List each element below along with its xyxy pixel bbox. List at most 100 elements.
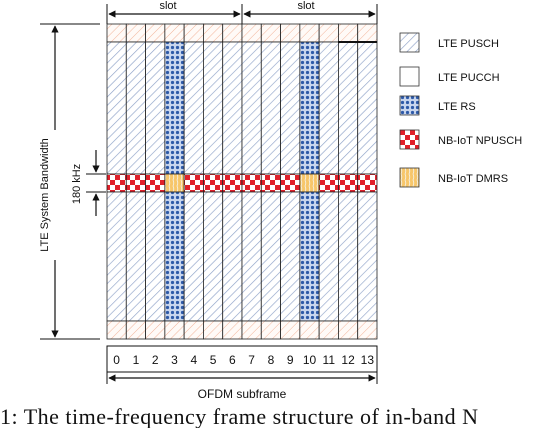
symbol-index: 1	[133, 353, 140, 367]
nb-bandwidth-annotation: 180 kHz	[71, 150, 106, 216]
symbol-index: 11	[323, 353, 336, 367]
rs-cell	[164, 191, 185, 322]
bandwidth-label: LTE System Bandwidth	[39, 138, 51, 252]
symbol-index: 13	[361, 353, 375, 367]
legend-item-pusch: LTE PUSCH	[399, 32, 499, 53]
legend-label-npusch: NB-IoT NPUSCH	[438, 135, 522, 147]
npusch-cell	[222, 173, 243, 193]
pucch-top-cell	[125, 23, 146, 43]
rs-cell	[299, 41, 320, 175]
legend-item-dmrs: NB-IoT DMRS	[399, 167, 508, 188]
legend-label-pucch: LTE PUCCH	[438, 72, 500, 84]
symbol-index: 5	[210, 353, 217, 367]
dmrs-cell	[164, 173, 185, 193]
pusch-cell	[280, 191, 301, 322]
legend-swatch-pusch	[399, 32, 420, 53]
npusch-cell	[280, 173, 301, 193]
pucch-bottom-cell	[164, 320, 185, 340]
pusch-cell	[222, 191, 243, 322]
npusch-cell	[357, 173, 378, 193]
symbol-index: 6	[229, 353, 236, 367]
npusch-cell	[241, 173, 262, 193]
legend-swatch-rs	[399, 95, 420, 116]
pusch-cell	[125, 41, 146, 175]
pusch-cell	[145, 41, 166, 175]
slot-label-2: slot	[297, 0, 314, 12]
pucch-bottom-cell	[203, 320, 224, 340]
pusch-cell	[145, 191, 166, 322]
legend-swatch-npusch	[399, 129, 420, 150]
pucch-bottom-cell	[357, 320, 378, 340]
pusch-cell	[106, 191, 127, 322]
pucch-top-cell	[222, 23, 243, 43]
pucch-top-cell	[318, 23, 339, 43]
pucch-bottom-cell	[318, 320, 339, 340]
pusch-cell	[357, 191, 378, 322]
pusch-cell	[183, 191, 204, 322]
pusch-cell	[222, 41, 243, 175]
legend-label-rs: LTE RS	[438, 101, 476, 113]
symbol-index: 4	[190, 353, 197, 367]
npusch-cell	[318, 173, 339, 193]
pucch-top-cell	[241, 23, 262, 43]
pusch-cell	[241, 41, 262, 175]
x-axis-label: OFDM subframe	[198, 387, 287, 401]
pusch-cell	[203, 191, 224, 322]
symbol-index: 0	[113, 353, 120, 367]
npusch-cell	[203, 173, 224, 193]
nb-bandwidth-label: 180 kHz	[71, 164, 83, 204]
npusch-cell	[183, 173, 204, 193]
symbol-index: 3	[171, 353, 178, 367]
symbol-index: 7	[248, 353, 255, 367]
pucch-top-cell	[106, 23, 127, 43]
pusch-cell	[241, 191, 262, 322]
legend-label-dmrs: NB-IoT DMRS	[438, 173, 508, 185]
legend-item-rs: LTE RS	[399, 95, 476, 116]
slot-label-1: slot	[159, 0, 176, 12]
pusch-cell	[357, 41, 378, 175]
bandwidth-annotation: LTE System Bandwidth	[39, 23, 100, 340]
pucch-bottom-cell	[145, 320, 166, 340]
npusch-cell	[106, 173, 127, 193]
pusch-cell	[203, 41, 224, 175]
pusch-cell	[280, 41, 301, 175]
npusch-cell	[260, 173, 281, 193]
dmrs-cell	[299, 173, 320, 193]
npusch-cell	[338, 173, 359, 193]
pucch-top-cell	[357, 23, 378, 43]
resource-grid	[106, 23, 378, 340]
pucch-bottom-cell	[338, 320, 359, 340]
pucch-bottom-cell	[106, 320, 127, 340]
legend: LTE PUSCH LTE PUCCH LTE RS NB-IoT NPUSCH NB-…	[399, 32, 522, 188]
legend-swatch-pucch	[399, 66, 420, 87]
pucch-top-cell	[164, 23, 185, 43]
pucch-top-cell	[145, 23, 166, 43]
pusch-cell	[338, 191, 359, 322]
pucch-bottom-cell	[241, 320, 262, 340]
pusch-cell	[318, 41, 339, 175]
pusch-cell	[318, 191, 339, 322]
symbol-index-row: 0 1 2 3 4 5 6 7 8 9 10 11 12 13	[106, 345, 378, 373]
pucch-top-cell	[183, 23, 204, 43]
legend-swatch-dmrs	[399, 167, 420, 188]
pucch-bottom-cell	[125, 320, 146, 340]
pusch-cell	[125, 191, 146, 322]
rs-cell	[164, 41, 185, 175]
pucch-top-cell	[203, 23, 224, 43]
symbol-index: 2	[152, 353, 159, 367]
pusch-cell	[106, 41, 127, 175]
symbol-index: 12	[341, 353, 355, 367]
pucch-bottom-cell	[222, 320, 243, 340]
legend-item-npusch: NB-IoT NPUSCH	[399, 129, 522, 150]
pucch-top-cell	[338, 23, 359, 43]
rs-cell	[299, 191, 320, 322]
symbol-index: 9	[287, 353, 294, 367]
pusch-cell	[338, 41, 359, 175]
pusch-cell	[260, 41, 281, 175]
symbol-index: 8	[268, 353, 275, 367]
slot-annotations: slot slot	[106, 0, 378, 24]
npusch-cell	[125, 173, 146, 193]
pucch-bottom-cell	[260, 320, 281, 340]
npusch-cell	[145, 173, 166, 193]
